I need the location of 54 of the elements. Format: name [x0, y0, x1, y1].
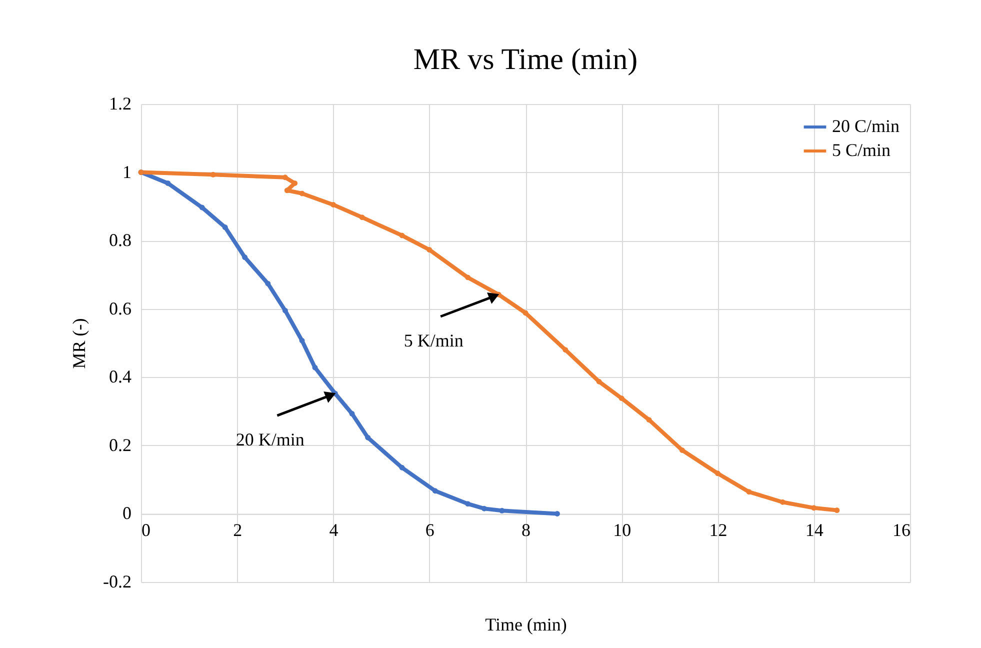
x-tick-label: 8 — [522, 520, 530, 540]
point — [399, 464, 405, 470]
point — [522, 310, 528, 316]
point — [299, 338, 305, 344]
point — [746, 489, 752, 495]
x-tick-label: 0 — [142, 520, 150, 540]
x-tick-label: 16 — [892, 520, 910, 540]
point — [465, 274, 471, 280]
x-tick-label: 10 — [613, 520, 632, 540]
annotation: 20 K/min — [236, 430, 304, 450]
x-tick-label: 14 — [805, 520, 824, 540]
point — [646, 417, 652, 423]
point — [562, 347, 568, 353]
annotation: 5 K/min — [404, 330, 464, 351]
point — [481, 506, 487, 512]
point — [465, 501, 471, 507]
y-tick-label: 1 — [122, 162, 132, 182]
legend-label: 5 C/min — [832, 140, 891, 160]
x-tick-label: 4 — [329, 520, 338, 540]
point — [365, 434, 371, 440]
point — [834, 508, 840, 514]
point — [299, 190, 305, 196]
y-tick-label: 0 — [122, 503, 132, 524]
y-tick-label: -0.2 — [103, 572, 132, 592]
point — [199, 204, 205, 210]
point — [618, 396, 624, 402]
x-tick-label: 2 — [233, 520, 242, 540]
chart-title: MR vs Time (min) — [413, 43, 638, 76]
point — [312, 364, 318, 370]
point — [596, 378, 602, 384]
y-tick-label: 0.6 — [109, 298, 132, 318]
point — [399, 232, 405, 238]
point — [715, 470, 720, 476]
point — [359, 214, 365, 220]
point — [282, 308, 288, 314]
point — [780, 499, 786, 505]
x-tick-label: 12 — [709, 520, 728, 540]
point — [679, 447, 685, 453]
x-axis-title: Time (min) — [485, 614, 567, 634]
point — [432, 488, 438, 494]
point — [222, 224, 228, 230]
y-tick-label: 0.4 — [109, 366, 132, 387]
legend-label: 20 C/min — [832, 116, 900, 136]
point — [330, 202, 336, 208]
point — [242, 254, 248, 260]
y-tick-label: 1.2 — [109, 94, 132, 114]
point — [349, 410, 355, 416]
y-tick-label: 0.8 — [109, 230, 132, 250]
x-tick-label: 6 — [425, 520, 434, 540]
y-tick-label: 0.2 — [109, 434, 132, 455]
point — [426, 247, 432, 253]
point — [265, 280, 271, 286]
y-axis-title: MR (-) — [69, 318, 90, 369]
point — [165, 180, 171, 186]
